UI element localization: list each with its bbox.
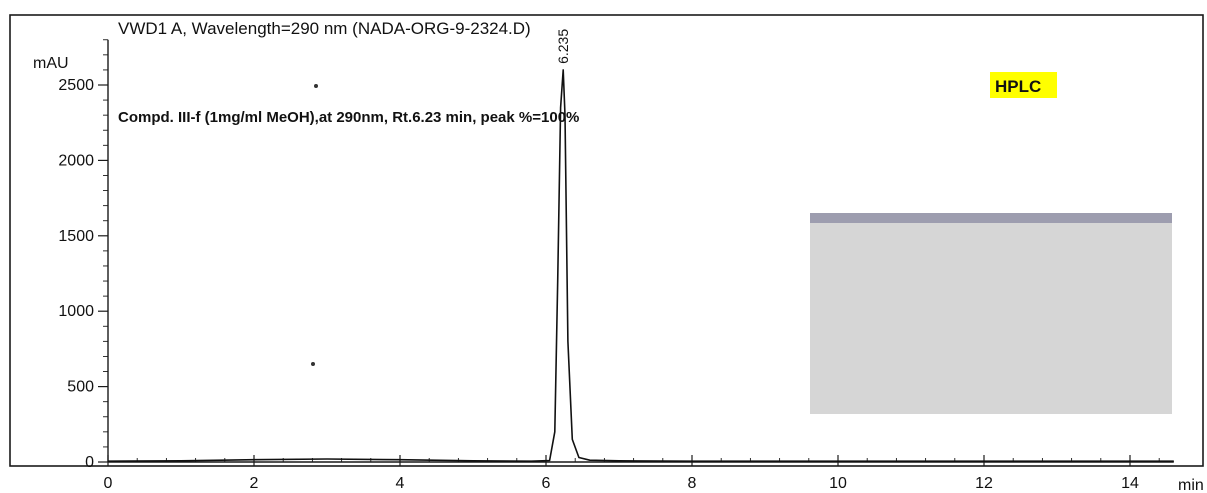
y-tick-label: 500 [67, 379, 94, 396]
x-tick-label: 8 [688, 475, 697, 492]
x-tick-label: 6 [542, 475, 551, 492]
artifact-dot [311, 362, 315, 366]
y-axis-label: mAU [33, 55, 69, 72]
x-tick-label: 2 [250, 475, 259, 492]
x-axis-label: min [1178, 477, 1204, 493]
y-tick-label: 0 [85, 454, 94, 471]
y-tick-label: 1500 [58, 228, 94, 245]
chart-title: VWD1 A, Wavelength=290 nm (NADA-ORG-9-23… [118, 19, 531, 38]
hplc-badge-background [990, 72, 1057, 98]
x-tick-label: 12 [975, 475, 993, 492]
peak-label: 6.235 [555, 29, 571, 64]
x-tick-label: 10 [829, 475, 847, 492]
y-tick-label: 2000 [58, 152, 94, 169]
plot-frame [9, 14, 1204, 467]
hplc-badge: HPLC [995, 77, 1041, 96]
peak-labels: 6.235 [555, 29, 571, 64]
x-tick-label: 14 [1121, 475, 1139, 492]
chromatogram-trace [107, 69, 1174, 463]
compound-annotation: Compd. III-f (1mg/ml MeOH),at 290nm, Rt.… [118, 109, 579, 126]
redaction-block-noise-band [810, 213, 1172, 223]
y-tick-label: 2500 [58, 77, 94, 94]
redaction-block [810, 213, 1172, 414]
y-tick-label: 1000 [58, 303, 94, 320]
artifact-dot [314, 84, 318, 88]
trace-layer [107, 69, 1174, 463]
x-tick-label: 0 [104, 475, 113, 492]
x-tick-label: 4 [396, 475, 405, 492]
